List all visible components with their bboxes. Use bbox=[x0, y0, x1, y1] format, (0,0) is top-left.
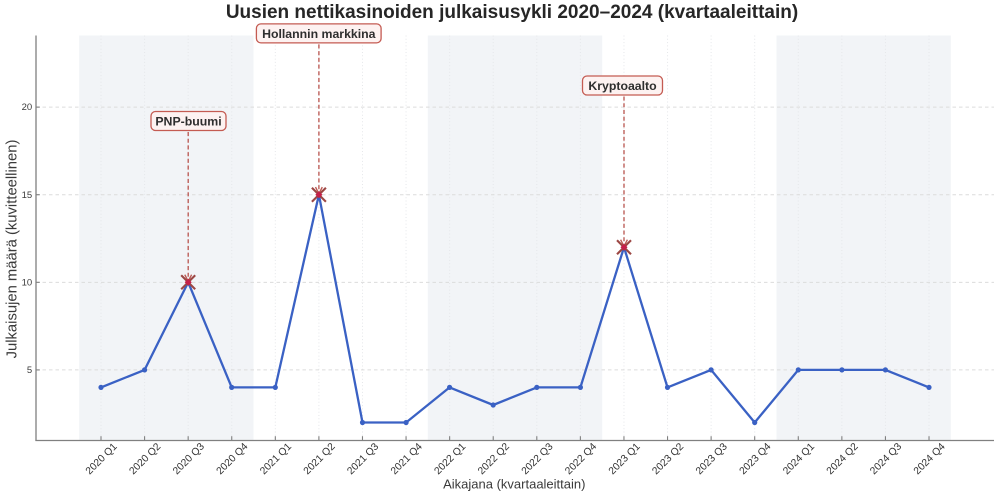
svg-text:Aikajana (kvartaaleittain): Aikajana (kvartaaleittain) bbox=[443, 476, 585, 491]
svg-text:15: 15 bbox=[22, 190, 33, 201]
svg-text:Hollannin markkina: Hollannin markkina bbox=[262, 27, 376, 41]
svg-text:Uusien nettikasinoiden julkais: Uusien nettikasinoiden julkaisusykli 202… bbox=[226, 2, 798, 23]
svg-text:5: 5 bbox=[27, 365, 32, 376]
svg-text:Julkaisujen määrä (kuvitteelli: Julkaisujen määrä (kuvitteellinen) bbox=[5, 140, 21, 359]
svg-text:20: 20 bbox=[22, 102, 33, 113]
svg-text:PNP-buumi: PNP-buumi bbox=[155, 114, 221, 128]
svg-text:Kryptoaalto: Kryptoaalto bbox=[588, 79, 657, 93]
svg-text:10: 10 bbox=[22, 277, 33, 288]
